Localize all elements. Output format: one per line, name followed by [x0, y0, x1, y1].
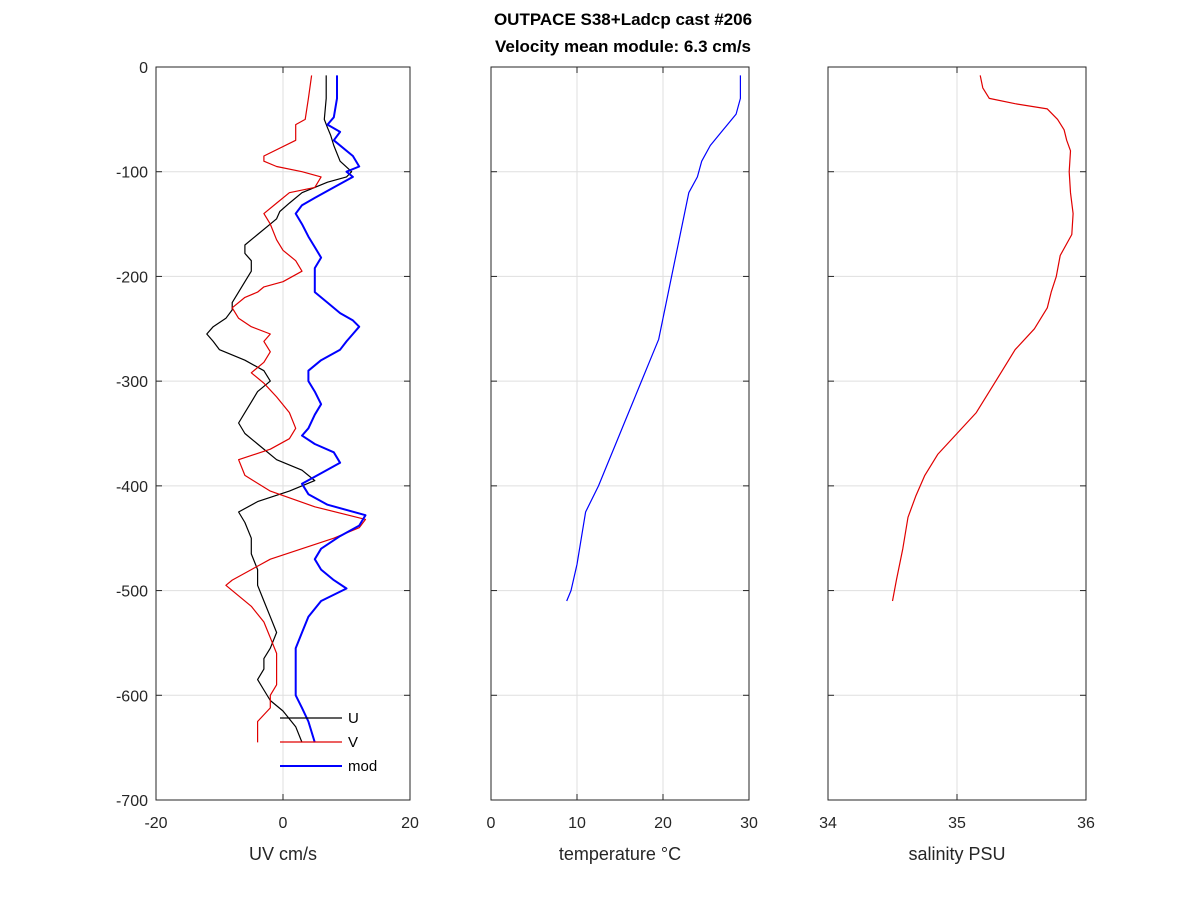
x-tick-label: -20: [144, 815, 167, 832]
x-tick-label: 36: [1077, 815, 1095, 832]
x-tick-label: 20: [401, 815, 419, 832]
temperature-panel: 0 10 20 30 temperature °C: [487, 66, 758, 864]
x-tick-label: 0: [279, 815, 288, 832]
profile-series-line: [891, 75, 1074, 602]
v-series-line: [225, 75, 367, 743]
x-tick-label: 10: [568, 815, 586, 832]
x-tick-label: 0: [487, 815, 496, 832]
salinity-panel: 34 35 36 salinity PSU: [819, 66, 1095, 864]
axes-box: [490, 66, 750, 801]
y-tick-label: -700: [116, 793, 148, 810]
legend-label-v: V: [348, 734, 358, 751]
y-tick-label: -600: [116, 688, 148, 705]
mod-series-line: [294, 75, 367, 743]
x-axis-label: salinity PSU: [908, 844, 1005, 864]
x-tick-label: 30: [740, 815, 758, 832]
x-axis-label: UV cm/s: [249, 844, 317, 864]
y-tick-label: -300: [116, 374, 148, 391]
x-tick-label: 20: [654, 815, 672, 832]
legend-label-u: U: [348, 710, 359, 727]
y-tick-label: 0: [139, 60, 148, 77]
u-series-line: [206, 75, 353, 743]
y-tick-label: -200: [116, 269, 148, 286]
y-tick-label: -500: [116, 584, 148, 601]
x-tick-label: 34: [819, 815, 837, 832]
figure-title: OUTPACE S38+Ladcp cast #206: [494, 10, 752, 29]
legend-label-mod: mod: [348, 758, 377, 775]
y-tick-label: -100: [116, 165, 148, 182]
x-axis-label: temperature °C: [559, 844, 681, 864]
figure-subtitle: Velocity mean module: 6.3 cm/s: [495, 37, 751, 56]
y-tick-label: -400: [116, 479, 148, 496]
x-tick-label: 35: [948, 815, 966, 832]
profile-series-line: [566, 75, 742, 602]
